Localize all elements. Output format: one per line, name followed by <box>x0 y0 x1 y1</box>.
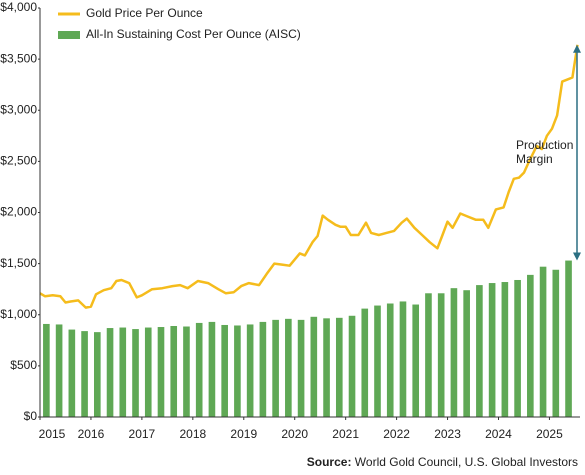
bar <box>386 303 394 417</box>
bar <box>361 308 369 417</box>
bar <box>463 290 470 417</box>
x-tick-label: 2018 <box>179 427 206 441</box>
x-tick-label: 2023 <box>434 427 461 441</box>
x-tick-label: 2016 <box>78 427 105 441</box>
bar <box>514 279 521 417</box>
bar <box>170 325 178 417</box>
annotation: Margin <box>516 152 553 166</box>
bar <box>234 325 241 417</box>
legend-label: All-In Sustaining Cost Per Ounce (AISC) <box>86 27 301 41</box>
bar <box>119 327 127 417</box>
bar <box>310 316 318 417</box>
x-tick-label: 2017 <box>129 427 156 441</box>
bar <box>55 324 63 417</box>
bar <box>94 332 101 417</box>
y-tick-label: $500 <box>10 358 37 372</box>
bar <box>476 285 483 417</box>
y-tick-label: $2,000 <box>0 205 37 219</box>
bar <box>437 293 445 417</box>
bar <box>425 293 432 417</box>
legend-swatch <box>58 31 80 39</box>
bar <box>565 260 572 417</box>
x-tick-label: 2022 <box>383 427 410 441</box>
y-tick-label: $1,500 <box>0 256 37 270</box>
bar <box>259 321 267 417</box>
bar <box>208 321 216 417</box>
y-tick-label: $1,000 <box>0 307 37 321</box>
bar <box>81 331 88 417</box>
x-tick-label: 2015 <box>39 427 66 441</box>
y-tick-label: $3,500 <box>0 51 37 65</box>
bar <box>272 319 279 417</box>
bar <box>144 327 152 417</box>
bar <box>450 288 458 417</box>
legend-label: Gold Price Per Ounce <box>86 6 203 20</box>
price-line <box>39 44 579 309</box>
source: Source: World Gold Council, U.S. Global … <box>307 455 578 469</box>
bar <box>246 324 254 417</box>
bar <box>157 327 165 417</box>
x-tick-label: 2021 <box>332 427 359 441</box>
arrow-head <box>573 44 581 53</box>
bar <box>183 326 190 417</box>
annotation: Production <box>516 138 573 152</box>
bar <box>221 324 228 417</box>
bar <box>43 323 50 417</box>
bar <box>195 322 203 417</box>
bar <box>68 329 76 417</box>
bar <box>374 305 381 417</box>
bar <box>348 315 356 417</box>
bar <box>399 301 407 417</box>
source-label: Source: <box>307 455 352 469</box>
bar <box>106 328 114 417</box>
y-tick-label: $0 <box>24 409 38 423</box>
y-tick-label: $3,000 <box>0 102 37 116</box>
bar <box>539 266 547 417</box>
y-tick-label: $4,000 <box>0 0 37 14</box>
x-tick-label: 2024 <box>485 427 512 441</box>
bar <box>501 282 509 417</box>
bar <box>412 304 420 417</box>
bar <box>488 283 496 417</box>
x-tick-label: 2025 <box>536 427 563 441</box>
x-tick-label: 2019 <box>230 427 257 441</box>
bar <box>285 318 292 417</box>
bar <box>527 274 534 417</box>
bar <box>132 329 139 417</box>
bar <box>335 317 343 417</box>
bar <box>552 269 560 417</box>
x-tick-label: 2020 <box>281 427 308 441</box>
bar <box>297 319 305 417</box>
y-tick-label: $2,500 <box>0 154 37 168</box>
arrow-head <box>573 252 581 261</box>
bar <box>323 318 330 417</box>
source-text: World Gold Council, U.S. Global Investor… <box>355 455 578 469</box>
